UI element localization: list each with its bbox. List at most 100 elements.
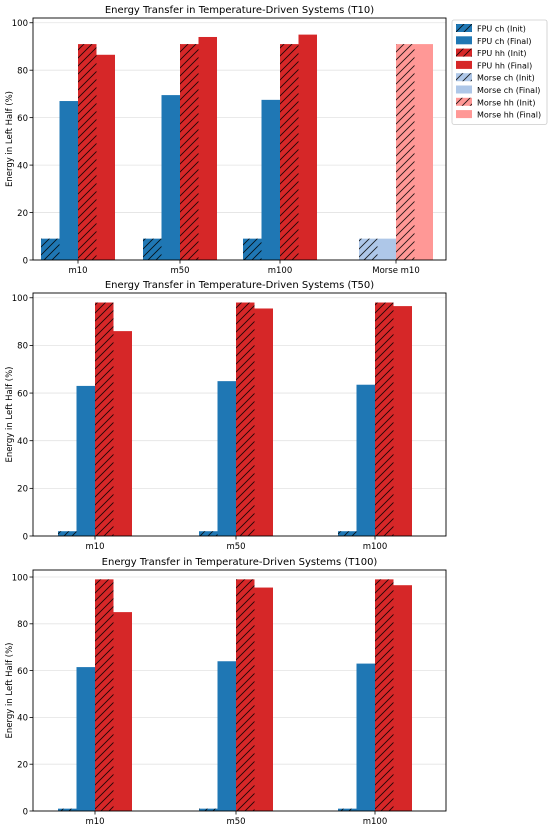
bar-morse-hh-final-morse-m10: [414, 44, 433, 260]
x-tick-label: m50: [226, 817, 245, 827]
x-tick-label: m50: [226, 542, 245, 552]
legend-label: FPU ch (Final): [477, 37, 532, 46]
legend-item-fpu-ch-init: FPU ch (Init): [456, 24, 526, 34]
y-tick-label: 80: [17, 342, 28, 352]
legend-frame: [451, 19, 548, 125]
bar-fpu-hh-init-m100-hatch: [375, 302, 394, 536]
bar-fpu-ch-init-m50-hatch: [199, 531, 218, 536]
axes-frame: [32, 17, 447, 261]
legend-label: Morse ch (Final): [477, 86, 540, 95]
bar-fpu-ch-init-m10-hatch: [58, 808, 77, 811]
y-tick-label: 100: [12, 294, 28, 304]
y-tick-label: 100: [12, 19, 28, 29]
legend-item-morse-ch-final: Morse ch (Final): [456, 85, 540, 95]
bar-fpu-ch-final-m100: [261, 99, 280, 261]
y-tick-label: 20: [17, 761, 28, 771]
bar-fpu-ch-final-m50: [161, 95, 180, 260]
legend-label: Morse hh (Final): [477, 111, 541, 120]
legend-item-fpu-ch-final: FPU ch (Final): [456, 36, 532, 46]
bar-fpu-hh-init-m100-hatch: [280, 44, 299, 260]
bar-fpu-ch-final-m10: [76, 667, 95, 811]
y-tick-label: 80: [17, 620, 28, 630]
x-tick-label: m10: [85, 542, 104, 552]
chart-panel-1: 0 20 40 60 80 100 m10 m50 m100 Morse m10 Energy Tr…: [5, 5, 447, 276]
bar-fpu-hh-final-m100: [393, 585, 412, 811]
bar-fpu-hh-final-m50: [254, 308, 273, 536]
y-tick-label: 40: [17, 161, 28, 171]
x-tick-label: m100: [268, 266, 293, 276]
y-tick-label: 0: [23, 256, 28, 266]
bar-fpu-ch-init-m100-hatch: [338, 531, 357, 536]
legend-swatch-hatch: [456, 97, 472, 106]
bar-fpu-hh-final-m10: [113, 331, 132, 536]
bar-morse-ch-final-morse-m10: [377, 238, 396, 260]
legend-label: FPU ch (Init): [477, 25, 526, 34]
legend-swatch-hatch: [456, 73, 472, 82]
chart-title: Energy Transfer in Temperature-Driven Sy…: [105, 280, 374, 291]
y-tick-label: 20: [17, 485, 28, 495]
chart-title: Energy Transfer in Temperature-Driven Sy…: [105, 5, 374, 16]
legend-swatch: [456, 36, 472, 45]
legend-swatch: [456, 85, 472, 94]
legend-item-morse-ch-init: Morse ch (Init): [456, 73, 535, 83]
bar-fpu-ch-final-m100: [356, 663, 375, 811]
y-axis-label: Energy in Left Half (%): [5, 367, 15, 463]
bar-fpu-ch-init-m100-hatch: [338, 808, 357, 811]
legend-item-morse-hh-init: Morse hh (Init): [456, 97, 535, 107]
legend-swatch: [456, 60, 472, 69]
legend-item-morse-hh-final: Morse hh (Final): [456, 110, 541, 120]
x-tick-label: Morse m10: [372, 266, 420, 276]
bar-fpu-hh-init-m50-hatch: [236, 302, 255, 536]
legend-label: FPU hh (Final): [477, 61, 532, 70]
bar-fpu-hh-final-m10: [96, 54, 115, 261]
legend-item-fpu-hh-final: FPU hh (Final): [456, 60, 532, 70]
x-tick-label: m10: [85, 817, 104, 827]
y-tick-label: 40: [17, 437, 28, 447]
legend-label: FPU hh (Init): [477, 49, 527, 58]
bar-fpu-ch-init-m50-hatch: [199, 808, 218, 811]
bar-fpu-ch-final-m10: [59, 101, 78, 260]
legend-swatch: [456, 110, 472, 119]
chart-panel-2: 0 20 40 60 80 100 m10 m50 m100 Energy Transfer in…: [5, 280, 447, 552]
bar-morse-hh-init-morse-m10-hatch: [396, 44, 415, 260]
x-tick-label: m100: [363, 542, 388, 552]
legend-item-fpu-hh-init: FPU hh (Init): [456, 48, 527, 58]
bar-fpu-hh-init-m10-hatch: [95, 579, 114, 811]
bar-fpu-hh-init-m10-hatch: [78, 44, 97, 260]
bar-fpu-ch-init-m10-hatch: [58, 531, 77, 536]
legend: FPU ch (Init) FPU ch (Final) FPU hh (Init)…: [451, 19, 548, 125]
legend-label: Morse ch (Init): [477, 74, 535, 83]
y-tick-label: 60: [17, 114, 28, 124]
x-tick-label: m50: [170, 266, 189, 276]
y-axis-label: Energy in Left Half (%): [5, 91, 15, 187]
legend-swatch-hatch: [456, 24, 472, 32]
bar-fpu-ch-init-m10-hatch: [41, 238, 60, 260]
y-tick-label: 40: [17, 714, 28, 724]
axes-frame: [32, 292, 447, 537]
legend-swatch-hatch: [456, 48, 472, 57]
bar-fpu-hh-init-m50-hatch: [180, 44, 199, 260]
bar-fpu-hh-final-m100: [393, 306, 412, 536]
y-tick-label: 60: [17, 667, 28, 677]
bar-fpu-ch-final-m50: [217, 661, 236, 811]
chart-title: Energy Transfer in Temperature-Driven Sy…: [102, 557, 378, 568]
x-tick-label: m10: [68, 266, 87, 276]
bar-fpu-ch-final-m50: [217, 381, 236, 536]
y-tick-label: 100: [12, 573, 28, 583]
bar-fpu-ch-init-m50-hatch: [143, 238, 162, 260]
bar-morse-ch-init-morse-m10-hatch: [359, 238, 378, 260]
bar-fpu-hh-final-m50: [198, 36, 217, 260]
bar-fpu-hh-init-m50-hatch: [236, 579, 255, 811]
x-tick-label: m100: [363, 817, 388, 827]
y-tick-label: 20: [17, 209, 28, 219]
chart-panel-3: 0 20 40 60 80 100 m10 m50 m100 Energy Transfer in…: [5, 557, 447, 827]
y-tick-label: 0: [23, 807, 28, 817]
bar-fpu-hh-final-m10: [113, 612, 132, 811]
y-tick-label: 0: [23, 532, 28, 542]
bar-fpu-hh-init-m100-hatch: [375, 579, 394, 811]
axes-frame: [32, 569, 447, 812]
bar-fpu-ch-init-m100-hatch: [243, 238, 262, 260]
bar-fpu-ch-final-m10: [76, 385, 95, 536]
bar-fpu-hh-final-m50: [254, 587, 273, 811]
